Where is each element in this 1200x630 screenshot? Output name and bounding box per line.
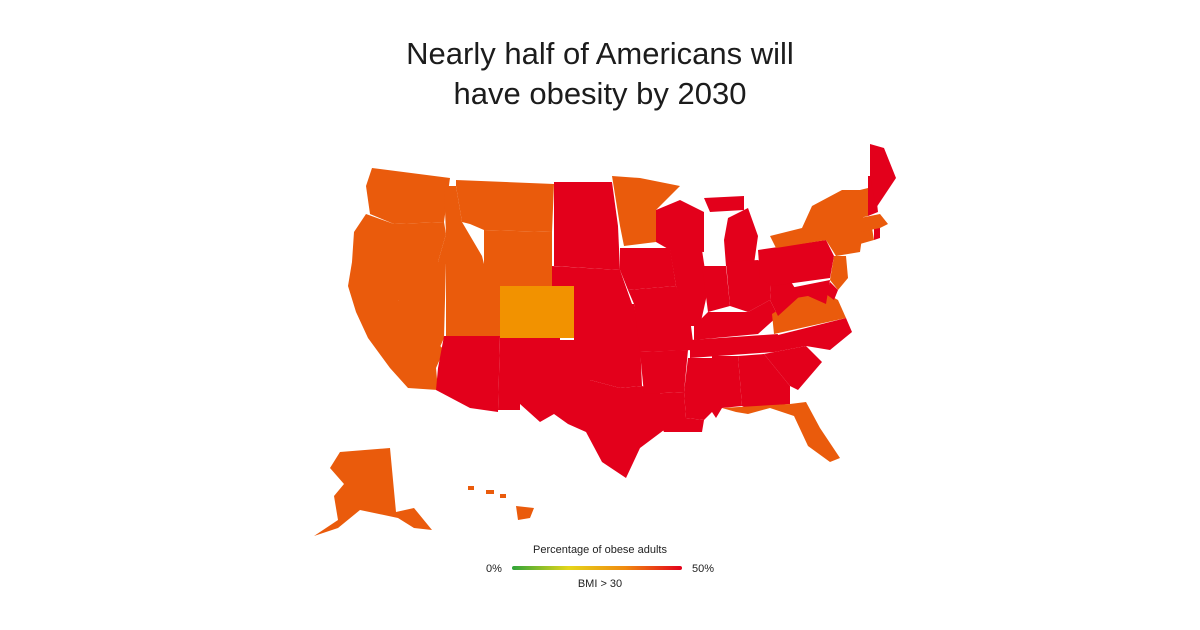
legend-gradient-bar bbox=[512, 566, 682, 570]
state-texas: Texas bbox=[520, 348, 664, 478]
state-nebraska: Nebraska bbox=[552, 266, 632, 304]
legend-max-label: 50% bbox=[692, 563, 715, 575]
state-kentucky: Kentucky bbox=[694, 300, 778, 340]
state-alaska: Alaska bbox=[314, 448, 432, 536]
state-massachusetts: Massachusetts bbox=[860, 214, 888, 232]
state-missouri: Missouri bbox=[628, 286, 694, 352]
state-north-carolina: North Carolina bbox=[764, 318, 852, 354]
state-nevada: Nevada bbox=[398, 262, 446, 356]
state-georgia: Georgia bbox=[738, 354, 790, 408]
state-tennessee: Tennessee bbox=[690, 334, 778, 358]
state-washington: Washington bbox=[366, 168, 450, 224]
state-mississippi: Mississippi bbox=[684, 358, 712, 420]
state-hawaii: Hawaii bbox=[468, 486, 534, 520]
state-new-jersey: New Jersey bbox=[830, 256, 848, 290]
state-illinois: Illinois bbox=[670, 250, 708, 326]
state-alabama: Alabama bbox=[712, 356, 742, 418]
state-oregon: Oregon bbox=[352, 214, 446, 262]
state-north-dakota: North Dakota bbox=[554, 182, 618, 226]
legend-note: BMI > 30 bbox=[577, 578, 623, 590]
state-virginia: Virginia bbox=[772, 290, 846, 334]
state-michigan: Michigan bbox=[704, 196, 758, 266]
state-oklahoma: Oklahoma bbox=[560, 340, 642, 388]
state-south-dakota: South Dakota bbox=[554, 226, 620, 270]
state-maine: Maine bbox=[870, 144, 896, 208]
state-pennsylvania: Pennsylvania bbox=[758, 240, 834, 286]
state-florida: Florida bbox=[722, 402, 840, 462]
state-minnesota: Minnesota bbox=[612, 176, 680, 246]
state-new-york: New York bbox=[770, 190, 864, 256]
state-colorado: Colorado bbox=[500, 286, 574, 338]
state-idaho: Idaho bbox=[438, 186, 484, 264]
state-maryland: Maryland bbox=[790, 280, 830, 304]
state-south-carolina: South Carolina bbox=[764, 346, 822, 390]
state-arkansas: Arkansas bbox=[640, 350, 688, 394]
state-wisconsin: Wisconsin bbox=[656, 200, 704, 252]
state-arizona: Arizona bbox=[436, 336, 500, 412]
legend-title: Percentage of obese adults bbox=[533, 544, 667, 556]
state-rhode-island: Rhode Island bbox=[874, 228, 880, 240]
state-california: California bbox=[348, 262, 444, 390]
title-line-1: Nearly half of Americans will bbox=[406, 36, 794, 71]
legend-min-label: 0% bbox=[486, 563, 502, 575]
state-new-hampshire: New Hampshire bbox=[868, 176, 878, 216]
title-line-2: have obesity by 2030 bbox=[453, 76, 747, 111]
state-delaware: Delaware bbox=[826, 282, 838, 300]
state-iowa: Iowa bbox=[620, 248, 676, 290]
state-montana: Montana bbox=[456, 180, 554, 232]
state-wyoming: Wyoming bbox=[484, 230, 552, 288]
state-indiana: Indiana bbox=[702, 266, 730, 312]
state-utah: Utah bbox=[446, 264, 500, 336]
state-new-mexico: New Mexico bbox=[498, 338, 560, 410]
chart-title: Nearly half of Americans will have obesi… bbox=[0, 34, 1200, 114]
state-vermont: Vermont bbox=[860, 188, 868, 218]
state-kansas: Kansas bbox=[574, 304, 640, 340]
state-connecticut: Connecticut bbox=[860, 228, 874, 244]
states-layer: WashingtonOregonCaliforniaNevadaIdahoMon… bbox=[314, 144, 896, 536]
color-legend: Percentage of obese adults 0% 50% BMI > … bbox=[470, 544, 730, 594]
state-louisiana: Louisiana bbox=[644, 392, 704, 432]
